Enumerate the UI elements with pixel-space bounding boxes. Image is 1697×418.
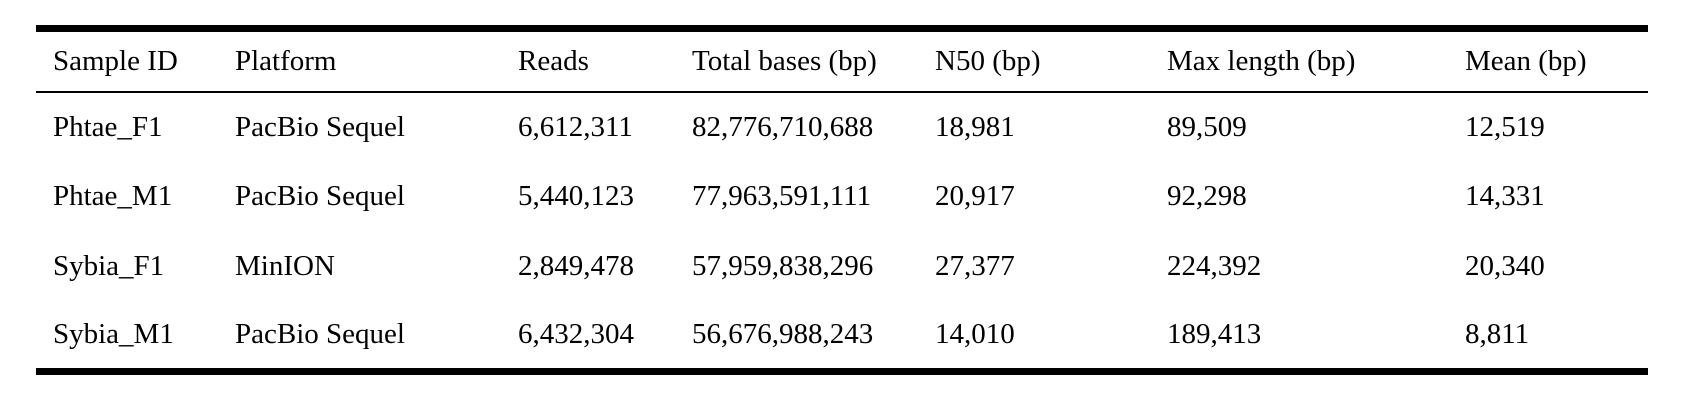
column-header-platform: Platform [235, 28, 518, 93]
cell-total-bases: 57,959,838,296 [692, 250, 874, 282]
cell-platform: PacBio Sequel [235, 318, 405, 351]
cell-total-bases: 82,776,710,688 [692, 110, 874, 143]
cell-max-length: 224,392 [1167, 250, 1262, 282]
cell-reads: 6,432,304 [518, 318, 634, 351]
cell-mean: 20,340 [1465, 250, 1545, 282]
cell-n50: 20,917 [935, 180, 1015, 212]
cell-reads: 5,440,123 [518, 180, 634, 212]
cell-platform: MinION [235, 250, 335, 282]
cell-max-length: 92,298 [1167, 180, 1247, 212]
cell-sample-id: Phtae_M1 [53, 180, 173, 212]
table-row: Phtae_M1 PacBio Sequel 5,440,123 77,963,… [36, 162, 1648, 232]
cell-platform: PacBio Sequel [235, 180, 405, 212]
cell-reads: 2,849,478 [518, 250, 634, 282]
cell-mean: 8,811 [1465, 318, 1530, 351]
cell-mean: 14,331 [1465, 180, 1545, 212]
table-row: Phtae_F1 PacBio Sequel 6,612,311 82,776,… [36, 92, 1648, 162]
cell-sample-id: Sybia_M1 [53, 318, 174, 351]
table-row: Sybia_M1 PacBio Sequel 6,432,304 56,676,… [36, 302, 1648, 372]
cell-n50: 18,981 [935, 110, 1015, 143]
cell-max-length: 189,413 [1167, 318, 1262, 351]
cell-reads: 6,612,311 [518, 110, 633, 143]
column-header-reads: Reads [518, 28, 692, 93]
cell-platform: PacBio Sequel [235, 110, 405, 143]
sequencing-stats-table: Sample ID Platform Reads Total bases (bp… [36, 25, 1648, 375]
cell-n50: 27,377 [935, 250, 1015, 282]
table-row: Sybia_F1 MinION 2,849,478 57,959,838,296… [36, 232, 1648, 302]
cell-sample-id: Phtae_F1 [53, 110, 163, 143]
column-header-mean: Mean (bp) [1465, 28, 1648, 93]
table-body: Phtae_F1 PacBio Sequel 6,612,311 82,776,… [36, 92, 1648, 372]
cell-max-length: 89,509 [1167, 110, 1247, 143]
table-header: Sample ID Platform Reads Total bases (bp… [36, 28, 1648, 93]
column-header-sample-id: Sample ID [36, 28, 235, 93]
column-header-total-bases: Total bases (bp) [692, 28, 935, 93]
cell-total-bases: 77,963,591,111 [692, 180, 872, 212]
column-header-n50: N50 (bp) [935, 28, 1167, 93]
cell-sample-id: Sybia_F1 [53, 250, 165, 282]
header-row: Sample ID Platform Reads Total bases (bp… [36, 28, 1648, 93]
cell-mean: 12,519 [1465, 110, 1545, 143]
cell-n50: 14,010 [935, 318, 1015, 351]
column-header-max-length: Max length (bp) [1167, 28, 1465, 93]
cell-total-bases: 56,676,988,243 [692, 318, 874, 351]
